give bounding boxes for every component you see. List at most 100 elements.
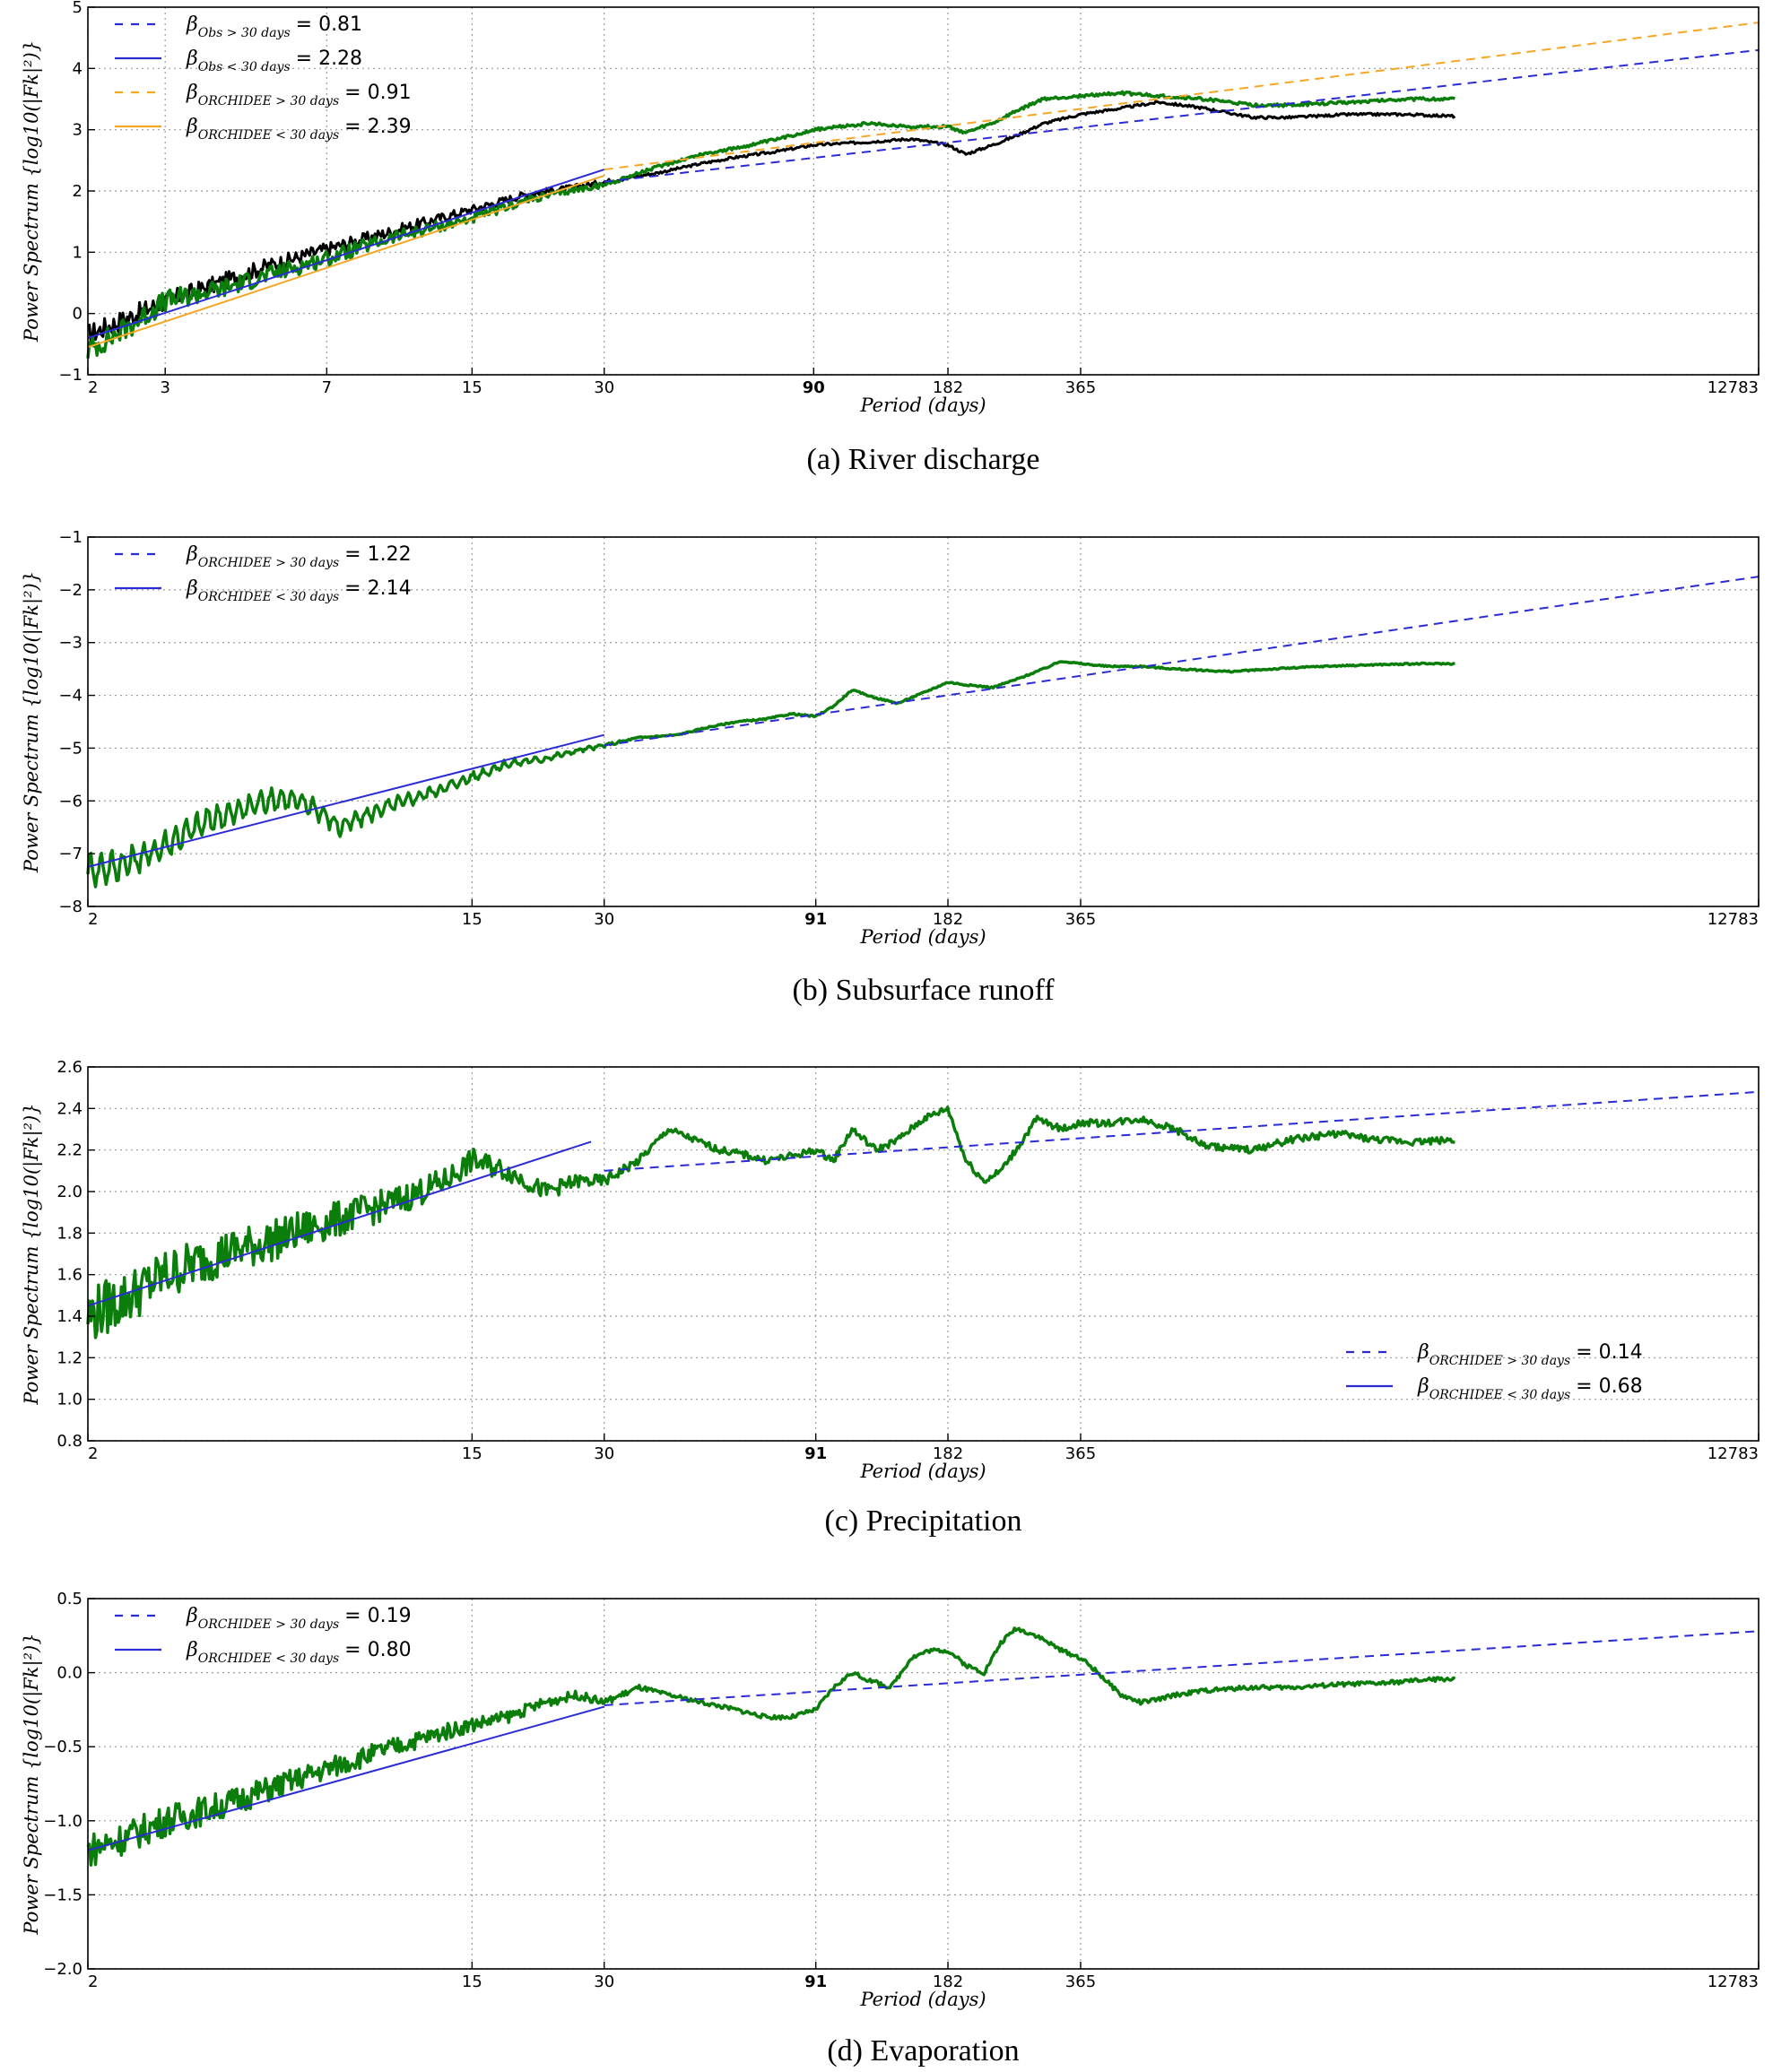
x-tick-label: 2	[88, 910, 98, 929]
x-tick-label: 15	[462, 1972, 482, 1991]
x-tick-label: 91	[804, 910, 827, 929]
chart-panels: 2 3 7 15 30 90 182 365 12783 −1 0 1 2 3 4 5 Period (days…	[21, 0, 1760, 2068]
legend-entry: βORCHIDEE < 30 days = 0.80	[186, 1639, 412, 1666]
orchidee-series-line	[86, 90, 1455, 359]
y-axis-label: Power Spectrum {log10(|Fk|²)}	[21, 40, 43, 342]
obs-series-line	[87, 100, 1456, 345]
legend-symbol: β	[186, 48, 198, 70]
x-tick-label: 15	[462, 378, 482, 397]
x-axis-label: Period (days)	[859, 1461, 986, 1482]
fit-line-dashed	[604, 1630, 1760, 1706]
y-tick-label: 1.0	[56, 1391, 83, 1409]
panel-caption: (a) River discharge	[807, 443, 1040, 476]
legend-entry: βORCHIDEE < 30 days = 2.39	[186, 116, 412, 143]
legend-entry: βORCHIDEE < 30 days = 0.68	[1417, 1375, 1643, 1402]
plot-frame	[87, 536, 1760, 907]
x-tick-label: 15	[462, 1444, 482, 1463]
y-tick-label: 1.8	[56, 1224, 83, 1243]
legend-entry: βObs > 30 days = 0.81	[186, 13, 362, 40]
y-tick-label: 0.8	[56, 1432, 83, 1451]
y-axis-label: Power Spectrum {log10(|Fk|²)}	[21, 1633, 43, 1935]
legend-symbol: β	[186, 82, 198, 104]
legend-value: = 0.68	[1576, 1375, 1642, 1398]
legend-value: = 2.39	[344, 116, 411, 138]
legend-symbol: β	[186, 543, 198, 566]
legend-subscript: ORCHIDEE > 30 days	[198, 94, 339, 108]
y-tick-label: −1	[58, 366, 83, 385]
y-tick-label: 1.6	[56, 1266, 83, 1285]
legend-symbol: β	[1417, 1341, 1429, 1364]
legend-subscript: Obs > 30 days	[198, 26, 291, 40]
legend-symbol: β	[186, 13, 198, 36]
x-tick-label: 7	[322, 378, 332, 397]
legend-symbol: β	[186, 577, 198, 600]
x-tick-label: 30	[594, 1972, 614, 1991]
legend-value: = 1.22	[344, 543, 411, 566]
y-tick-label: −8	[58, 897, 83, 916]
x-tick-label: 2	[88, 1972, 98, 1991]
fit-line-dashed	[604, 576, 1760, 747]
fit-line-dashed	[604, 48, 1760, 183]
legend-subscript: Obs < 30 days	[198, 60, 291, 74]
chart-panel-c: 2 15 30 91 182 365 12783 0.8 1.0 1.2 1.4 1.6 1.8 2.0 2…	[21, 1058, 1760, 1538]
x-tick-label: 12783	[1707, 1444, 1759, 1463]
legend-entry: βORCHIDEE > 30 days = 0.14	[1417, 1341, 1643, 1368]
legend-subscript: ORCHIDEE < 30 days	[198, 1652, 339, 1666]
legend-symbol: β	[186, 1639, 198, 1661]
legend-symbol: β	[186, 116, 198, 138]
legend-subscript: ORCHIDEE > 30 days	[1429, 1354, 1570, 1368]
legend-subscript: ORCHIDEE > 30 days	[198, 556, 339, 570]
x-tick-label: 365	[1065, 1444, 1096, 1463]
y-tick-label: 0	[73, 305, 83, 324]
legend-subscript: ORCHIDEE < 30 days	[198, 590, 339, 604]
y-tick-label: 2.6	[56, 1058, 83, 1077]
legend-value: = 0.80	[344, 1639, 411, 1661]
y-tick-label: 2.4	[56, 1099, 83, 1118]
y-tick-label: 2.0	[56, 1183, 83, 1201]
legend-entry: βORCHIDEE > 30 days = 0.91	[186, 82, 412, 108]
y-tick-label: −1.5	[43, 1886, 83, 1904]
y-tick-label: 1.2	[56, 1348, 83, 1367]
chart-panel-a: 2 3 7 15 30 90 182 365 12783 −1 0 1 2 3 4 5 Period (days…	[21, 0, 1760, 476]
legend-symbol: β	[186, 1605, 198, 1627]
legend-value: = 0.14	[1576, 1341, 1642, 1364]
x-tick-label: 3	[160, 378, 169, 397]
y-tick-label: 4	[73, 59, 83, 78]
legend-value: = 0.91	[344, 82, 411, 104]
legend-value: = 0.81	[296, 13, 362, 36]
x-tick-label: 182	[933, 378, 963, 397]
x-tick-label: 182	[933, 910, 963, 929]
x-tick-label: 30	[594, 1444, 614, 1463]
x-tick-label: 12783	[1707, 1972, 1759, 1991]
fit-line-solid	[87, 733, 604, 868]
legend-entry: βORCHIDEE < 30 days = 2.14	[186, 577, 412, 604]
fit-line-solid	[87, 1140, 592, 1307]
y-tick-label: 2.2	[56, 1141, 83, 1160]
y-tick-label: −7	[58, 845, 83, 863]
y-axis-label: Power Spectrum {log10(|Fk|²)}	[21, 1103, 43, 1405]
y-tick-label: 0.5	[56, 1590, 83, 1608]
y-tick-label: −2	[58, 581, 83, 600]
legend-value: = 0.19	[344, 1605, 411, 1627]
x-axis-label: Period (days)	[859, 394, 986, 416]
panel-caption: (c) Precipitation	[825, 1504, 1022, 1538]
y-tick-label: 5	[73, 0, 83, 17]
y-tick-label: −1	[58, 528, 83, 547]
y-tick-label: −4	[58, 687, 83, 706]
legend-entry: βORCHIDEE > 30 days = 0.19	[186, 1605, 412, 1632]
x-tick-label: 30	[594, 378, 614, 397]
fit-line-dashed	[604, 22, 1760, 171]
y-tick-label: 0.0	[56, 1664, 83, 1683]
x-axis-label: Period (days)	[859, 926, 986, 948]
y-tick-label: −0.5	[43, 1738, 83, 1756]
x-tick-label: 90	[803, 378, 825, 397]
x-tick-label: 30	[594, 910, 614, 929]
x-tick-label: 182	[933, 1444, 963, 1463]
x-tick-label: 15	[462, 910, 482, 929]
legend-subscript: ORCHIDEE < 30 days	[198, 128, 339, 143]
plot-frame	[87, 1066, 1760, 1442]
x-axis-label: Period (days)	[859, 1989, 986, 2010]
chart-panel-b: 2 15 30 91 182 365 12783 −8 −7 −6 −5 −4 −3 −2 −1 Period…	[21, 528, 1760, 1007]
plot-frame	[87, 1598, 1760, 1970]
